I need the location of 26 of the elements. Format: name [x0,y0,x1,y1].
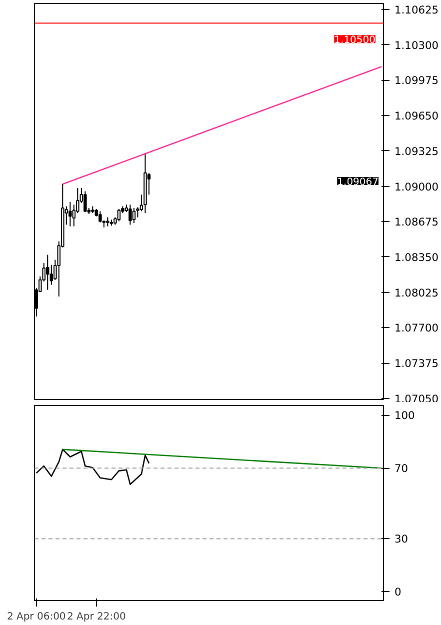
y-tick-label: 1.08025 [394,286,439,300]
y-tick-label: 1.09000 [394,180,439,194]
y-tick-label: 1.10625 [394,3,439,16]
candlestick [132,208,136,224]
y-tick-label: 100 [394,409,416,422]
y-tick-label: 30 [394,532,408,546]
y-tick-label: 70 [394,462,408,476]
y-tick-label: 1.09325 [394,144,439,158]
annotation: 1.09067 [337,176,379,188]
y-tick-label: 1.08675 [394,216,439,229]
candlestick [128,204,132,226]
candlestick [84,190,87,212]
candlestick [117,208,121,222]
x-tick-label: 2 Apr 06:00 [6,612,66,622]
candlestick [46,254,50,290]
y-tick-label: 1.09650 [394,110,439,123]
candlestick [106,216,110,227]
y-tick-label: 0 [394,586,402,599]
candlestick [68,201,72,227]
y-tick-label: 1.08350 [394,250,439,264]
y-tick-label: 1.09975 [394,74,439,88]
x-tick-label: 2 Apr 22:00 [67,612,126,622]
candlestick [50,264,54,286]
y-tick-label: 1.07375 [394,357,439,370]
y-tick-label: 1.07700 [394,322,439,335]
y-tick-label: 1.10300 [394,38,439,52]
